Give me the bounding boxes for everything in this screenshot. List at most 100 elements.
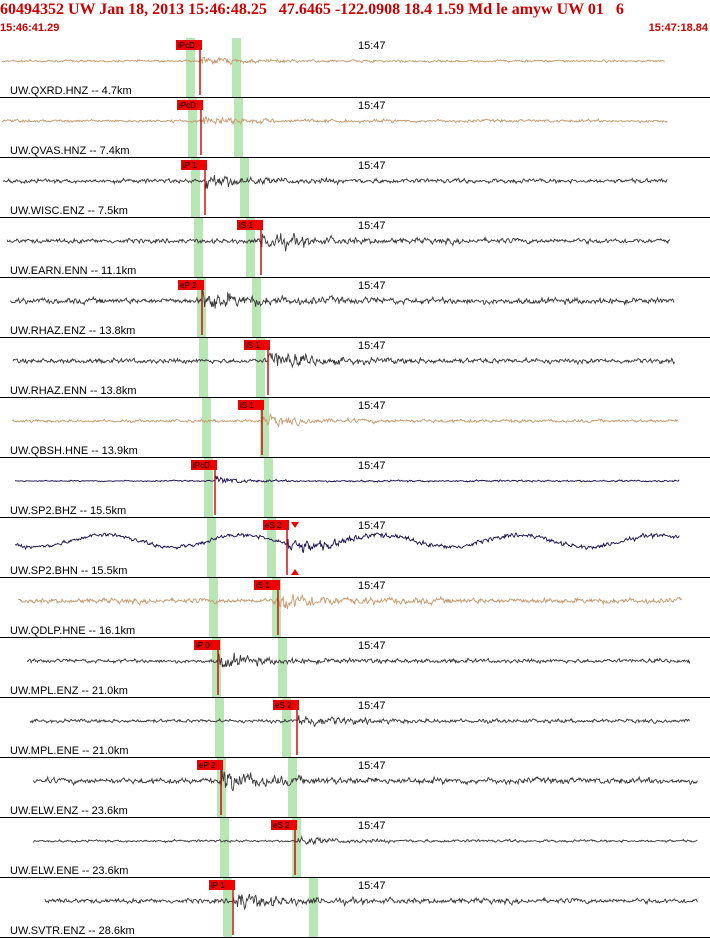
channel-label: UW.ELW.ENZ -- 23.6km (10, 805, 128, 817)
p-window-band (220, 818, 229, 878)
seismogram-header: 60494352 UW Jan 18, 2013 15:46:48.25 47.… (0, 0, 710, 38)
pick-label-box (194, 640, 220, 650)
pick-label: eP 2 (180, 281, 197, 290)
pick-label: iS 1 (240, 401, 254, 410)
channel-label: UW.EARN.ENN -- 11.1km (10, 265, 136, 277)
pick-label: eS 2 (273, 821, 290, 830)
p-window-band (207, 518, 216, 578)
time-tick-label: 15:47 (358, 460, 386, 472)
channel-row: iS 1 15:47 UW.QBSH.HNE -- 13.9km (0, 400, 710, 458)
pick-label-box (244, 340, 270, 350)
channel-label: UW.ELW.ENE -- 23.6km (10, 865, 128, 877)
waveform-trace (14, 475, 680, 484)
time-tick-label: 15:47 (358, 880, 386, 892)
pick-label-box (191, 460, 217, 470)
waveform-trace (26, 652, 691, 668)
pick-label-box (181, 160, 207, 170)
amplitude-marker-bottom (291, 569, 299, 575)
channel-row: iP 1 15:47 UW.SVTR.ENZ -- 28.6km (0, 880, 710, 938)
s-window-band (267, 518, 276, 578)
channel-label: UW.QBSH.HNE -- 13.9km (10, 445, 138, 457)
pick-label-box (273, 700, 299, 710)
channel-label: UW.SP2.BHZ -- 15.5km (10, 505, 126, 517)
pick-label: iS 1 (256, 581, 270, 590)
channel-row: eP 2 15:47 UW.RHAZ.ENZ -- 13.8km (0, 280, 710, 338)
channel-label: UW.SP2.BHN -- 15.5km (10, 565, 127, 577)
pick-label-box (209, 880, 235, 890)
channel-row: eS 2 15:47 UW.ELW.ENE -- 23.6km (0, 820, 710, 878)
channel-row: iPcD 15:47 UW.SP2.BHZ -- 15.5km (0, 460, 710, 518)
pick-label-box (254, 580, 280, 590)
waveform-trace (33, 769, 698, 791)
pick-label-box (238, 400, 264, 410)
channel-label: UW.WISC.ENZ -- 7.5km (10, 205, 128, 217)
s-window-band (234, 98, 243, 158)
amplitude-marker-top (291, 522, 299, 528)
channel-label: UW.SVTR.ENZ -- 28.6km (10, 925, 135, 937)
end-time-label: 15:47:18.84 (648, 22, 708, 34)
s-window-band (264, 458, 273, 518)
pick-label-box (271, 820, 297, 830)
pick-label: eS 2 (275, 701, 292, 710)
channel-row: eP 2 15:47 UW.ELW.ENZ -- 23.6km (0, 760, 710, 818)
channel-row: iPcD 15:47 UW.QVAS.HNZ -- 7.4km (0, 100, 710, 158)
waveform-trace (44, 893, 698, 911)
waveform-trace (2, 175, 668, 189)
time-tick-label: 15:47 (358, 700, 386, 712)
start-time-label: 15:46:41.29 (0, 22, 60, 34)
channel-row: iP 0 15:47 UW.MPL.ENZ -- 21.0km (0, 640, 710, 698)
pick-label-box (263, 520, 289, 530)
pick-label: eP 2 (199, 761, 216, 770)
pick-label: eS 2 (265, 521, 282, 530)
channel-row: iS 1 15:47 UW.RHAZ.ENN -- 13.8km (0, 340, 710, 398)
time-tick-label: 15:47 (358, 580, 386, 592)
s-window-band (282, 698, 291, 758)
p-window-band (199, 338, 208, 398)
s-window-band (292, 818, 301, 878)
pick-label: iS 1 (239, 221, 253, 230)
pick-label-box (237, 220, 263, 230)
channel-row: eS 2 15:47 UW.MPL.ENE -- 21.0km (0, 700, 710, 758)
pick-label: iPcD (178, 41, 195, 50)
channel-label: UW.MPL.ENZ -- 21.0km (10, 685, 128, 697)
s-window-band (240, 158, 249, 218)
channel-label: UW.MPL.ENE -- 21.0km (10, 745, 129, 757)
waveform-trace (12, 352, 675, 369)
travel-time-bands (186, 38, 318, 938)
p-window-band (209, 578, 218, 638)
pick-label: iS 1 (246, 341, 260, 350)
s-window-band (288, 758, 297, 818)
waveform-trace (29, 715, 690, 727)
channel-row: eS 2 15:47 UW.SP2.BHN -- 15.5km (0, 520, 710, 578)
s-window-band (256, 338, 265, 398)
waveform-trace (17, 593, 682, 610)
p-window-band (202, 398, 211, 458)
p-window-band (223, 878, 232, 938)
time-tick-label: 15:47 (358, 220, 386, 232)
p-window-band (204, 458, 213, 518)
time-tick-label: 15:47 (358, 640, 386, 652)
p-window-band (215, 698, 224, 758)
pick-label: iP 1 (183, 161, 197, 170)
channel-label: UW.RHAZ.ENZ -- 13.8km (10, 325, 135, 337)
time-tick-label: 15:47 (358, 340, 386, 352)
pick-label: iP 0 (196, 641, 210, 650)
time-tick-label: 15:47 (358, 280, 386, 292)
channel-row: iS 1 15:47 UW.QDLP.HNE -- 16.1km (0, 580, 710, 638)
pick-label: iP 1 (211, 881, 225, 890)
waveform-trace (2, 55, 665, 66)
pick-label: iPcD (179, 101, 196, 110)
waveform-trace (32, 834, 698, 846)
channel-row: iP 1 15:47 UW.WISC.ENZ -- 7.5km (0, 160, 710, 218)
waveform-trace (1, 116, 668, 126)
pick-label-box (177, 100, 203, 110)
p-window-band (191, 158, 200, 218)
s-window-band (252, 278, 261, 338)
pick-label: iPcD (193, 461, 210, 470)
waveform-trace (11, 412, 679, 428)
pick-label-box (197, 760, 223, 770)
time-tick-label: 15:47 (358, 760, 386, 772)
s-window-band (260, 398, 269, 458)
time-tick-label: 15:47 (358, 160, 386, 172)
